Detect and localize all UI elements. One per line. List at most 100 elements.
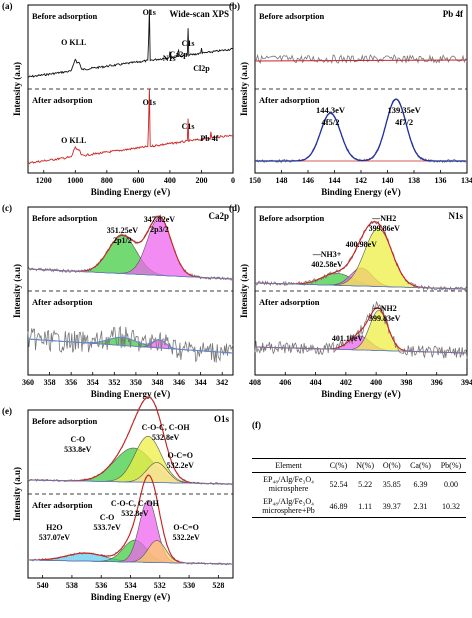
x-tick-label: 148: [276, 176, 288, 185]
cell: 6.39: [413, 479, 428, 489]
panel-a: 1200 1000 800 600 400 200 0 Binding Energy (eV)…: [2, 1, 235, 197]
peak-name-label: 4f7/2: [395, 117, 413, 127]
x-tick-label: 138: [408, 176, 420, 185]
row-name: EP₄₈/Alg/Fe₃O₄ microsphere+Pb: [252, 495, 326, 518]
peak-energy-label: 139.35eV: [387, 105, 421, 115]
peak-annotation: C1s: [182, 122, 195, 131]
panel-label: (c): [2, 203, 12, 213]
x-tick-label: 0: [231, 176, 235, 185]
background-line: [255, 282, 467, 290]
x-tick-label: 344: [195, 378, 207, 387]
x-tick-label: 408: [249, 378, 261, 387]
peak-annotation: Pb 4f: [200, 134, 218, 143]
peak-energy-label: 400.98eV: [346, 240, 378, 249]
x-tick-label: 800: [101, 176, 113, 185]
raw-spectrum-before: [254, 53, 468, 65]
peak-annotation: O KLL: [61, 136, 86, 145]
x-tick-label: 142: [355, 176, 367, 185]
row-name-line2: microsphere+Pb: [262, 506, 315, 515]
peak-name-label: O-C=O: [168, 451, 193, 460]
col-pb: Pb(%): [435, 458, 466, 473]
peak-name-label: C-O-C, C-OH: [142, 423, 191, 432]
table-header-row: Element C(%) N(%) O(%) Ca(%) Pb(%): [252, 458, 466, 473]
peak-energy-label: 347.82eV: [144, 215, 176, 224]
x-tick-label: 1000: [67, 176, 83, 185]
x-tick-label: 394: [461, 378, 472, 387]
peak-name-label: 2p1/2: [113, 236, 132, 245]
x-tick-label: 360: [22, 378, 34, 387]
cell: 5.22: [358, 479, 373, 489]
x-tick-label: 406: [279, 378, 291, 387]
col-o: O(%): [378, 458, 406, 473]
raw-spectrum: [27, 325, 234, 363]
panel-label: (d): [229, 203, 240, 213]
background-line: [28, 479, 233, 485]
peak-energy-label: 144.3eV: [316, 105, 346, 115]
panel-label: (a): [2, 1, 13, 11]
peak-energy-label: 532.8eV: [121, 509, 149, 518]
background-line: [28, 559, 233, 565]
peak-energy-label: 537.07eV: [39, 533, 71, 542]
peak-name-label: O-C=O: [173, 523, 198, 532]
x-tick-label: 404: [310, 378, 322, 387]
peak-annotation: O1s: [143, 8, 156, 17]
cell: 0.00: [443, 479, 458, 489]
peak-energy-label: 399.83eV: [369, 314, 401, 323]
panel-label: (b): [229, 1, 240, 11]
peak-name-label: C-O: [70, 435, 85, 444]
row-name-line2: microsphere: [268, 484, 309, 493]
peak-annotation: O KLL: [61, 38, 86, 47]
panel-label-f: (f): [252, 420, 261, 430]
y-axis-label: Intensity (a.u): [239, 62, 249, 116]
background-line: [28, 268, 233, 280]
fit-after: [255, 98, 466, 162]
x-tick-label: 400: [164, 176, 176, 185]
row-name-line1: EP₄₈/Alg/Fe₃O₄: [263, 475, 314, 484]
col-element: Element: [252, 458, 326, 473]
x-tick-label: 346: [173, 378, 185, 387]
background-line: [255, 346, 467, 354]
x-tick-label: 400: [370, 378, 382, 387]
top-label: Before adsorption: [259, 11, 325, 21]
bottom-label: After adsorption: [259, 297, 320, 307]
x-tick-label: 356: [65, 378, 77, 387]
peak-name-label: C-O-C, C-OH: [111, 499, 160, 508]
x-tick-label: 600: [132, 176, 144, 185]
peak-annotation: C1s: [182, 39, 195, 48]
top-label: Before adsorption: [32, 416, 98, 426]
peak-name-label: H2O: [46, 523, 62, 532]
x-tick-label: 146: [302, 176, 314, 185]
col-ca: Ca(%): [405, 458, 436, 473]
peak-energy-label: 351.25eV: [107, 226, 139, 235]
table-row: EP₄₈/Alg/Fe₃O₄ microsphere+Pb 46.89 1.11 …: [252, 495, 466, 518]
peak-energy-label: 532.2eV: [167, 461, 195, 470]
peak-name-label: —NH2: [371, 214, 396, 223]
x-tick-label: 200: [195, 176, 207, 185]
x-tick-label: 348: [151, 378, 163, 387]
x-tick-label: 144: [329, 176, 341, 185]
x-tick-label: 342: [216, 378, 228, 387]
peak-energy-label: 401.10eV: [332, 334, 364, 343]
x-tick-label: 1200: [36, 176, 52, 185]
peak-energy-label: 533.8eV: [64, 445, 92, 454]
x-tick-label: 396: [431, 378, 443, 387]
x-axis-label: Binding Energy (eV): [321, 389, 401, 399]
series-before: [28, 9, 234, 78]
cell: 52.54: [329, 479, 348, 489]
x-tick-label: 540: [37, 581, 49, 590]
panel-e: 540 538 536 534 532 530 528 Binding Energy (eV)…: [2, 396, 234, 602]
x-tick-label: 398: [400, 378, 412, 387]
background-line: [27, 338, 234, 354]
x-tick-label: 136: [435, 176, 447, 185]
peak-energy-label: 532.2eV: [172, 533, 200, 542]
cell: 35.85: [382, 479, 401, 489]
panel-label: (e): [2, 406, 12, 416]
bottom-label: After adsorption: [259, 95, 320, 105]
x-tick-label: 352: [108, 378, 120, 387]
fit-before: [254, 59, 468, 62]
panel-title: Wide-scan XPS: [169, 9, 229, 19]
panel-title: Pb 4f: [443, 9, 464, 19]
raw-spectrum-after: [254, 98, 467, 164]
series-after: [27, 88, 234, 165]
